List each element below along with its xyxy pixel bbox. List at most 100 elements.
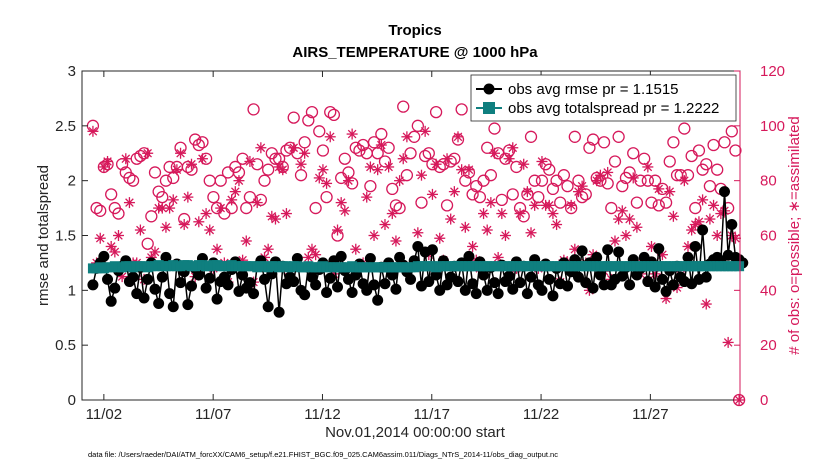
assimilated-obs-marker	[280, 208, 292, 220]
possible-obs-marker	[725, 125, 738, 138]
possible-obs-marker	[112, 207, 125, 220]
asterisk-stroke	[344, 176, 353, 185]
assimilated-obs-marker	[299, 147, 311, 159]
possible-obs-marker	[532, 190, 545, 204]
y-tick-label: 0.5	[55, 337, 76, 354]
spread-point	[734, 261, 745, 272]
rmse-point	[547, 290, 559, 302]
asterisk-stroke	[457, 165, 466, 175]
rmse-spread-marks	[87, 186, 749, 318]
possible-obs-marker	[382, 141, 395, 154]
asterisk-stroke	[428, 190, 437, 199]
asterisk-stroke	[256, 143, 266, 153]
possible-obs-marker	[678, 122, 691, 135]
assimilated-obs-marker	[489, 147, 501, 159]
possible-obs-marker	[583, 141, 596, 154]
assimilated-obs-marker	[722, 336, 734, 348]
assimilated-obs-marker	[240, 235, 252, 247]
asterisk-stroke	[143, 148, 153, 158]
assimilated-obs-marker	[123, 197, 135, 209]
assimilated-obs-marker	[459, 221, 471, 233]
possible-obs-marker	[495, 193, 508, 207]
asterisk-stroke	[161, 222, 171, 232]
legend-rmse-marker	[483, 83, 495, 95]
asterisk-stroke	[709, 201, 718, 210]
asterisk-stroke	[373, 165, 382, 175]
y2-tick-label: 0	[760, 392, 768, 409]
asterisk-stroke	[194, 217, 204, 227]
assimilated-obs-marker	[167, 194, 179, 206]
possible-obs-marker	[313, 125, 326, 138]
possible-obs-marker	[612, 130, 625, 143]
asterisk-stroke	[442, 154, 452, 164]
legend-spread-label: obs avg totalspread pr = 1.2222	[508, 100, 719, 117]
assimilated-obs-marker	[317, 164, 329, 176]
asterisk-stroke	[377, 140, 386, 150]
possible-obs-marker	[418, 149, 432, 163]
rmse-point	[390, 283, 402, 295]
possible-obs-marker	[667, 136, 680, 149]
rmse-point	[175, 277, 187, 289]
assimilated-obs-marker	[653, 183, 665, 195]
assimilated-obs-marker	[379, 219, 391, 231]
possible-obs-marker	[528, 174, 541, 187]
asterisk-stroke	[387, 209, 397, 218]
asterisk-stroke	[198, 154, 207, 164]
rmse-point	[525, 271, 537, 283]
x-tick-label: 11/02	[86, 406, 122, 423]
assimilated-obs-marker	[693, 216, 705, 228]
assimilated-obs-marker	[704, 213, 716, 225]
assimilated-obs-marker	[182, 191, 194, 203]
asterisk-stroke	[574, 187, 583, 196]
asterisk-stroke	[300, 148, 309, 158]
rmse-point	[649, 281, 661, 293]
y-axis-label: rmse and totalspread	[35, 165, 52, 306]
asterisk-stroke	[117, 272, 127, 281]
possible-obs-marker	[481, 141, 494, 154]
assimilated-obs-marker	[478, 208, 490, 220]
possible-obs-marker	[94, 204, 107, 217]
assimilated-obs-marker	[255, 142, 267, 154]
asterisk-stroke	[643, 162, 653, 172]
rmse-point	[222, 279, 234, 291]
assimilated-obs-marker	[244, 155, 256, 167]
rmse-point	[591, 251, 603, 263]
asterisk-stroke	[157, 203, 167, 213]
asterisk-stroke	[318, 165, 328, 175]
asterisk-stroke	[701, 299, 711, 309]
assimilated-obs-marker	[434, 232, 446, 244]
rmse-point	[273, 306, 285, 318]
possible-obs-marker	[608, 155, 622, 168]
rmse-point	[594, 269, 606, 281]
assimilated-obs-marker	[419, 125, 431, 137]
assimilated-obs-marker	[295, 158, 307, 170]
rmse-point	[87, 279, 99, 291]
rmse-point	[98, 250, 110, 262]
y2-tick-label: 80	[760, 173, 777, 190]
assimilated-obs-marker	[467, 240, 479, 252]
y-tick-label: 2	[68, 173, 76, 190]
assimilated-obs-marker	[521, 186, 533, 198]
legend-rmse-label: obs avg rmse pr = 1.1515	[508, 81, 679, 98]
possible-obs-marker	[349, 141, 362, 154]
rmse-point	[521, 288, 533, 300]
possible-obs-marker	[692, 144, 706, 157]
assimilated-obs-marker	[430, 158, 442, 170]
x-tick-label: 11/27	[632, 406, 668, 423]
rmse-point	[697, 224, 709, 236]
possible-obs-marker	[711, 163, 724, 176]
asterisk-stroke	[150, 247, 160, 257]
possible-obs-marker	[510, 160, 523, 174]
possible-obs-marker	[473, 190, 487, 204]
rmse-point	[324, 272, 336, 284]
asterisk-stroke	[106, 242, 116, 251]
rmse-point	[507, 283, 519, 295]
possible-obs-marker	[196, 136, 209, 149]
rmse-point	[463, 250, 475, 262]
rmse-point	[244, 277, 256, 289]
assimilated-obs-marker	[346, 128, 358, 140]
asterisk-stroke	[669, 211, 678, 221]
possible-obs-marker	[240, 201, 253, 215]
assimilated-obs-marker	[543, 199, 555, 211]
asterisk-stroke	[694, 217, 704, 227]
